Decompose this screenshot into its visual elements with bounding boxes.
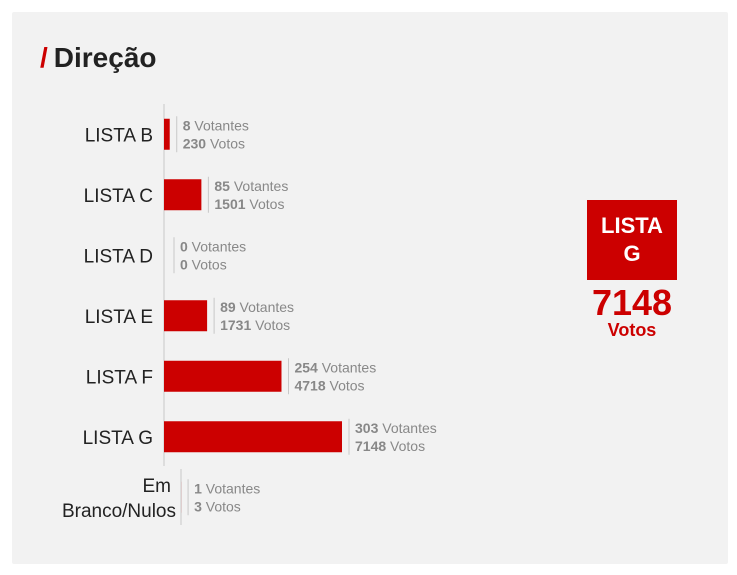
winner-votes-value: 7148 [591, 282, 673, 323]
votos-label: 4718 Votos [294, 377, 364, 393]
chart-card [12, 12, 728, 564]
votantes-label: 0 Votantes [180, 238, 246, 254]
votantes-label: 303 Votantes [355, 420, 437, 436]
votos-label: 1731 Votos [220, 317, 290, 333]
votos-label: 3 Votos [194, 498, 241, 514]
category-label: LISTA G [83, 428, 153, 449]
title-slash: / [40, 42, 48, 73]
chart-title: / Direção [40, 42, 157, 74]
votos-label: 1501 Votos [214, 196, 284, 212]
category-label: LISTA C [84, 186, 153, 207]
winner-badge: LISTA G [587, 200, 677, 280]
winner-label: LISTA G [601, 213, 663, 266]
category-label: Em Branco/Nulos [62, 476, 176, 522]
bar [164, 300, 208, 332]
votos-label: 7148 Votos [355, 438, 425, 454]
bar [164, 179, 202, 211]
category-label: LISTA D [84, 246, 153, 267]
votos-label: 0 Votos [180, 256, 227, 272]
votantes-label: 8 Votantes [183, 117, 249, 133]
bar [164, 360, 282, 392]
category-label: LISTA F [86, 367, 153, 388]
votos-label: 230 Votos [183, 135, 245, 151]
category-label: LISTA B [85, 125, 153, 146]
bar [164, 421, 342, 453]
votantes-label: 89 Votantes [220, 299, 294, 315]
bar [164, 118, 170, 150]
title-text: Direção [53, 42, 157, 73]
votantes-label: 254 Votantes [294, 359, 376, 375]
votantes-label: 1 Votantes [194, 480, 260, 496]
category-label: LISTA E [85, 307, 153, 328]
votantes-label: 85 Votantes [214, 178, 288, 194]
winner-votes-label: Votos [607, 320, 657, 340]
